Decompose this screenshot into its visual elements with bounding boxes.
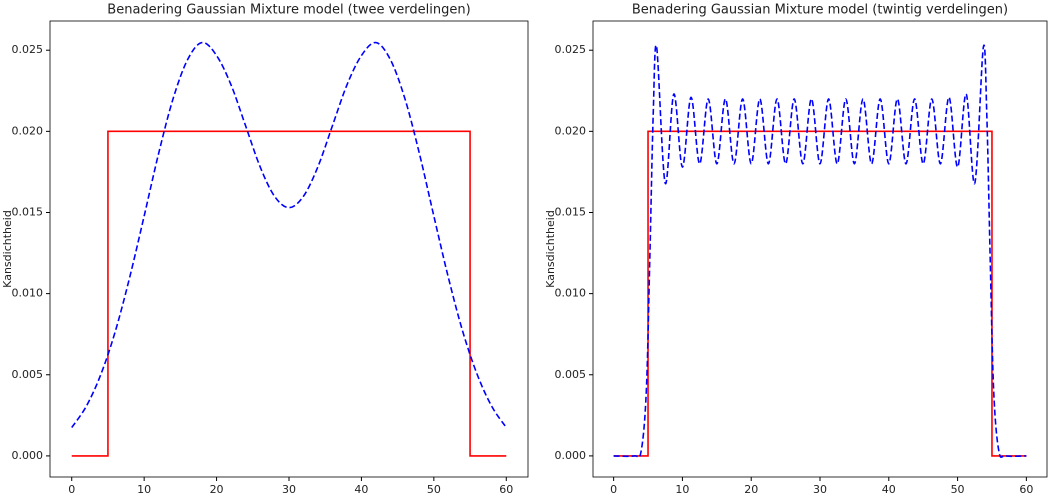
series-line [71, 130, 507, 457]
y-tick-label: 0.000 [555, 449, 587, 462]
plot-frame [49, 20, 529, 478]
y-axis-label: Kansdichtheid [1, 210, 14, 288]
x-tick-label: 40 [354, 483, 368, 494]
y-tick-label: 0.005 [555, 368, 587, 381]
y-tick-label: 0.010 [12, 287, 44, 300]
y-tick-label: 0.005 [12, 368, 44, 381]
series-line [613, 130, 1027, 457]
x-tick-label: 0 [68, 483, 75, 494]
x-tick-label: 30 [282, 483, 296, 494]
y-tick-label: 0.025 [12, 43, 44, 56]
x-tick-label: 50 [427, 483, 441, 494]
x-tick-label: 40 [882, 483, 896, 494]
x-tick-label: 20 [744, 483, 758, 494]
x-tick-label: 20 [210, 483, 224, 494]
y-tick-label: 0.010 [555, 287, 587, 300]
y-tick-label: 0.020 [555, 124, 587, 137]
y-tick-label: 0.000 [12, 449, 44, 462]
x-tick-label: 0 [610, 483, 617, 494]
series-line [71, 41, 507, 428]
series-line [613, 44, 1027, 459]
x-tick-label: 50 [951, 483, 965, 494]
chart-title: Benadering Gaussian Mixture model (twint… [632, 3, 1008, 18]
chart-title: Benadering Gaussian Mixture model (twee … [107, 3, 470, 18]
x-tick-label: 60 [499, 483, 513, 494]
y-tick-label: 0.020 [12, 124, 44, 137]
x-tick-label: 10 [675, 483, 689, 494]
plot-frame [592, 20, 1048, 478]
x-tick-label: 60 [1019, 483, 1033, 494]
x-tick-label: 30 [813, 483, 827, 494]
y-axis-label: Kansdichtheid [544, 210, 557, 288]
y-tick-label: 0.025 [555, 43, 587, 56]
y-tick-label: 0.015 [555, 205, 587, 218]
y-tick-label: 0.015 [12, 205, 44, 218]
x-tick-label: 10 [137, 483, 151, 494]
